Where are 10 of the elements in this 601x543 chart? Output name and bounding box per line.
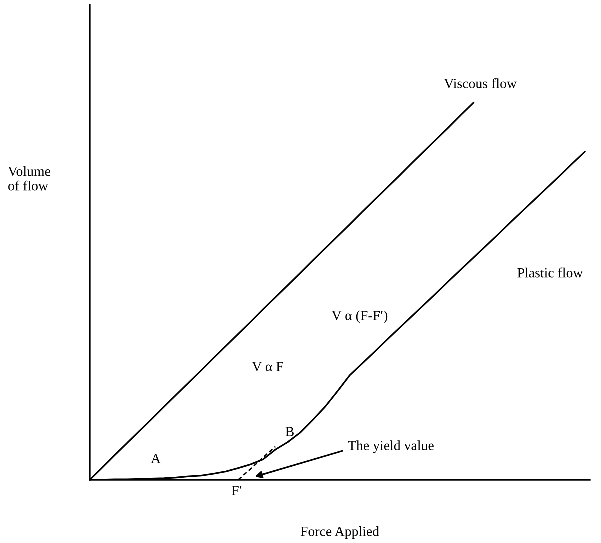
annotation: B <box>286 427 294 436</box>
x-axis-title: Force Applied <box>300 526 380 540</box>
text: Plastic flow <box>518 268 584 278</box>
y-axis-title: Volume of flow <box>8 166 50 191</box>
annotation: V α (F-F′) <box>332 310 388 324</box>
series-label: Viscous flow <box>444 78 517 88</box>
text: F′ <box>232 486 242 496</box>
annotation: A <box>151 454 161 464</box>
annotation: V α F <box>252 362 284 372</box>
annotation: The yield value <box>348 440 434 454</box>
